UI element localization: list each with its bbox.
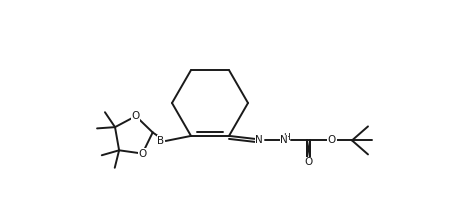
Text: O: O (138, 148, 146, 159)
Text: N: N (280, 135, 288, 145)
Text: H: H (283, 133, 289, 142)
Text: O: O (132, 111, 140, 121)
Text: N: N (255, 135, 263, 145)
Text: B: B (158, 136, 164, 146)
Text: O: O (304, 157, 313, 167)
Text: O: O (328, 135, 336, 145)
